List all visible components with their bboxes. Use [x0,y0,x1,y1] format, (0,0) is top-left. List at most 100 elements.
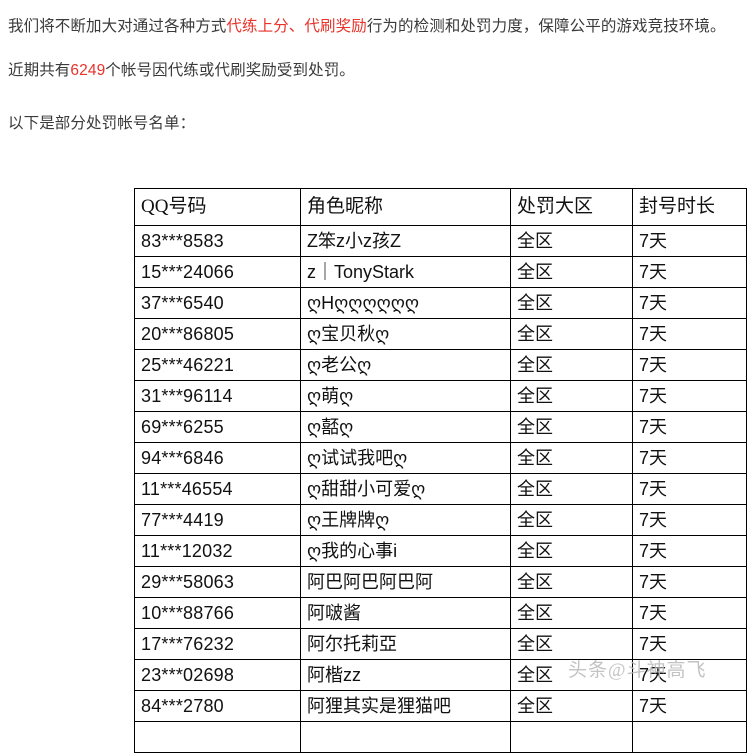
intro-paragraph-3: 以下是部分处罚帐号名单： [8,113,195,135]
cell-nickname: ღ王牌牌ღ [300,504,511,536]
cell-nickname: ღ试试我吧ღ [300,442,511,474]
cell-duration: 7天 [632,349,747,381]
cell-nickname: 阿狸其实是狸猫吧 [300,690,511,722]
cell-region [510,721,633,753]
cell-nickname: 阿尔托莉亞 [300,628,511,660]
cell-duration: 7天 [632,690,747,722]
cell-nickname: ღ萌ღ [300,380,511,412]
cell-region: 全区 [510,690,633,722]
cell-nickname: Z笨z小z孩Z [300,225,511,257]
column-header-qq: QQ号码 [134,188,301,226]
punishment-table: QQ号码 角色昵称 处罚大区 封号时长 83***8583 Z笨z小z孩Z 全区 7天… [134,188,747,753]
table-row: 11***46554 ღ甜甜小可爱ღ 全区 7天 [134,473,747,505]
cell-nickname: ღ嚭ღ [300,411,511,443]
banned-account-count: 6249 [70,62,106,79]
cell-duration: 7天 [632,287,747,319]
table-row: 84***2780 阿狸其实是狸猫吧 全区 7天 [134,690,747,722]
table-row: 29***58063 阿巴阿巴阿巴阿 全区 7天 [134,566,747,598]
intro-text-before: 我们将不断加大对通过各种方式 [8,18,227,35]
table-row: 20***86805 ღ宝贝秋ღ 全区 7天 [134,318,747,350]
cell-region: 全区 [510,566,633,598]
cell-region: 全区 [510,535,633,567]
cell-region: 全区 [510,256,633,288]
table-row: 25***46221 ღ老公ღ 全区 7天 [134,349,747,381]
cell-duration: 7天 [632,535,747,567]
cell-qq: 77***4419 [134,504,301,536]
count-text-after: 个帐号因代练或代刷奖励受到处罚。 [105,62,355,79]
cell-duration: 7天 [632,628,747,660]
cell-qq: 11***46554 [134,473,301,505]
count-text-before: 近期共有 [8,62,71,79]
cell-region: 全区 [510,225,633,257]
cell-nickname: ღ我的心事i [300,535,511,567]
cell-nickname: z｜TonyStark [300,256,511,288]
intro-text-after: 行为的检测和处罚力度，保障公平的游戏竞技环境。 [366,18,726,35]
table-row: 31***96114 ღ萌ღ 全区 7天 [134,380,747,412]
table-row: 77***4419 ღ王牌牌ღ 全区 7天 [134,504,747,536]
column-header-nickname: 角色昵称 [300,188,511,226]
table-row: 83***8583 Z笨z小z孩Z 全区 7天 [134,225,747,257]
cell-region: 全区 [510,597,633,629]
cell-qq: 11***12032 [134,535,301,567]
cell-duration: 7天 [632,442,747,474]
cell-duration: 7天 [632,411,747,443]
cell-region: 全区 [510,411,633,443]
cell-duration: 7天 [632,318,747,350]
table-row: 69***6255 ღ嚭ღ 全区 7天 [134,411,747,443]
table-row: 37***6540 ღHღღღღღღ 全区 7天 [134,287,747,319]
cell-qq: 25***46221 [134,349,301,381]
cell-nickname: ღHღღღღღღ [300,287,511,319]
cell-duration [632,721,747,753]
cell-region: 全区 [510,442,633,474]
cell-region: 全区 [510,473,633,505]
cell-qq: 84***2780 [134,690,301,722]
table-row: 94***6846 ღ试试我吧ღ 全区 7天 [134,442,747,474]
table-row: 23***02698 阿楷zz 全区 7天 [134,659,747,691]
cell-duration: 7天 [632,380,747,412]
cell-qq [134,721,301,753]
cell-qq: 31***96114 [134,380,301,412]
list-caption: 以下是部分处罚帐号名单： [8,115,196,132]
cell-region: 全区 [510,287,633,319]
cell-qq: 37***6540 [134,287,301,319]
cell-region: 全区 [510,659,633,691]
table-body: 83***8583 Z笨z小z孩Z 全区 7天 15***24066 z｜TonyStar… [134,225,747,753]
cell-qq: 83***8583 [134,225,301,257]
article-page: 我们将不断加大对通过各种方式代练上分、代刷奖励行为的检测和处罚力度，保障公平的游… [8,16,747,753]
intro-paragraph-2: 近期共有6249个帐号因代练或代刷奖励受到处罚。 [8,60,355,82]
cell-region: 全区 [510,349,633,381]
cell-nickname: ღ老公ღ [300,349,511,381]
table-row: 11***12032 ღ我的心事i 全区 7天 [134,535,747,567]
cell-nickname: ღ甜甜小可爱ღ [300,473,511,505]
cell-region: 全区 [510,380,633,412]
cell-nickname: ღ宝贝秋ღ [300,318,511,350]
cell-nickname [300,721,511,753]
cell-qq: 15***24066 [134,256,301,288]
table-row [134,721,747,753]
cell-nickname: 阿啵酱 [300,597,511,629]
column-header-region: 处罚大区 [510,188,633,226]
cell-duration: 7天 [632,566,747,598]
punishment-table-container: QQ号码 角色昵称 处罚大区 封号时长 83***8583 Z笨z小z孩Z 全区 7天… [134,188,747,753]
cell-nickname: 阿巴阿巴阿巴阿 [300,566,511,598]
cell-qq: 29***58063 [134,566,301,598]
cell-region: 全区 [510,628,633,660]
cell-qq: 20***86805 [134,318,301,350]
cell-qq: 69***6255 [134,411,301,443]
cell-duration: 7天 [632,504,747,536]
cell-qq: 94***6846 [134,442,301,474]
cell-region: 全区 [510,318,633,350]
cell-duration: 7天 [632,473,747,505]
table-row: 17***76232 阿尔托莉亞 全区 7天 [134,628,747,660]
table-header-row: QQ号码 角色昵称 处罚大区 封号时长 [134,188,747,226]
cell-duration: 7天 [632,256,747,288]
cell-qq: 17***76232 [134,628,301,660]
table-header: QQ号码 角色昵称 处罚大区 封号时长 [134,188,747,226]
table-row: 10***88766 阿啵酱 全区 7天 [134,597,747,629]
column-header-duration: 封号时长 [632,188,747,226]
intro-paragraph-1: 我们将不断加大对通过各种方式代练上分、代刷奖励行为的检测和处罚力度，保障公平的游… [8,16,726,38]
cell-qq: 23***02698 [134,659,301,691]
cell-region: 全区 [510,504,633,536]
cell-duration: 7天 [632,597,747,629]
cell-qq: 10***88766 [134,597,301,629]
